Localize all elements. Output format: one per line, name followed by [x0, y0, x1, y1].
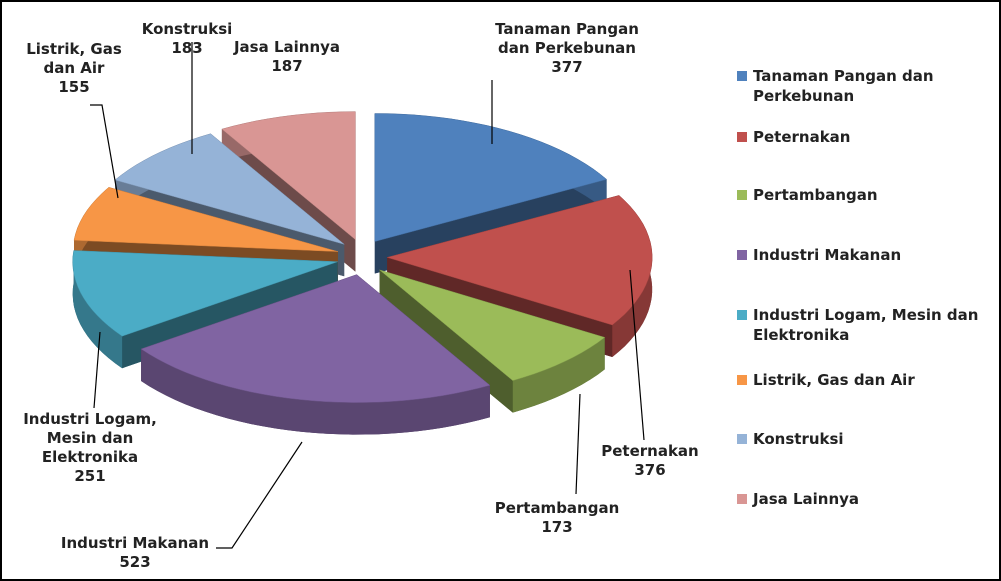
label-value: 523 [119, 553, 151, 571]
label-value: 376 [634, 461, 666, 479]
label-name: Industri Logam, Mesin dan Elektronika [23, 410, 157, 466]
legend-swatch [737, 132, 747, 142]
legend-entry: Peternakan [737, 127, 993, 147]
slice [72, 250, 338, 337]
label-value: 377 [551, 58, 583, 76]
legend-swatch [737, 434, 747, 444]
label-name: Jasa Lainnya [233, 38, 341, 56]
legend-label: Tanaman Pangan dan Perkebunan [753, 67, 934, 105]
label-value: 173 [541, 518, 573, 536]
label-value: 251 [74, 467, 106, 485]
slice [140, 274, 491, 403]
slice-wall [72, 250, 123, 369]
leader-line [93, 331, 101, 409]
legend-swatch [737, 71, 747, 81]
slice [374, 113, 608, 242]
label-value: 183 [171, 39, 203, 57]
data-label: Tanaman Pangan dan Perkebunan 377 [477, 20, 657, 77]
slice [221, 111, 356, 241]
label-name: Pertambangan [494, 499, 620, 517]
legend-label: Industri Makanan [753, 246, 902, 264]
legend-swatch [737, 494, 747, 504]
legend-entry: Pertambangan [737, 185, 993, 205]
slice-wall [141, 349, 490, 435]
slice-wall [512, 337, 605, 413]
legend-entry: Industri Logam, Mesin dan Elektronika [737, 305, 993, 345]
label-value: 155 [58, 78, 90, 96]
legend-label: Industri Logam, Mesin dan Elektronika [753, 306, 979, 344]
label-value: 187 [271, 57, 303, 75]
legend-entry: Tanaman Pangan dan Perkebunan [737, 66, 993, 106]
label-name: Konstruksi [141, 20, 233, 38]
legend-swatch [737, 375, 747, 385]
legend-label: Konstruksi [753, 430, 844, 448]
data-label: Pertambangan 173 [477, 499, 637, 537]
data-label: Industri Logam, Mesin dan Elektronika 251 [5, 410, 175, 486]
slice [379, 269, 606, 381]
legend-label: Pertambangan [753, 186, 878, 204]
legend-label: Jasa Lainnya [753, 490, 860, 508]
label-name: Tanaman Pangan dan Perkebunan [495, 20, 639, 57]
label-name: Industri Makanan [60, 534, 210, 552]
slice [386, 195, 653, 326]
legend-entry: Jasa Lainnya [737, 489, 993, 509]
data-label: Konstruksi 183 [132, 20, 242, 58]
legend-entry: Listrik, Gas dan Air [737, 370, 993, 390]
label-name: Listrik, Gas dan Air [26, 40, 122, 77]
legend-swatch [737, 310, 747, 320]
leader-line [629, 269, 645, 441]
data-label: Peternakan 376 [590, 442, 710, 480]
legend-entry: Industri Makanan [737, 245, 993, 265]
slice [114, 133, 345, 245]
legend-label: Listrik, Gas dan Air [753, 371, 915, 389]
label-name: Peternakan [601, 442, 699, 460]
legend-entry: Konstruksi [737, 429, 993, 449]
data-label: Jasa Lainnya 187 [227, 38, 347, 76]
data-label: Industri Makanan 523 [40, 534, 230, 572]
leader-line [575, 393, 581, 495]
legend-swatch [737, 190, 747, 200]
data-label: Listrik, Gas dan Air 155 [19, 40, 129, 97]
slice [73, 187, 339, 252]
legend-label: Peternakan [753, 128, 851, 146]
leader-line [216, 441, 303, 549]
legend-swatch [737, 250, 747, 260]
leader-line [90, 104, 119, 199]
